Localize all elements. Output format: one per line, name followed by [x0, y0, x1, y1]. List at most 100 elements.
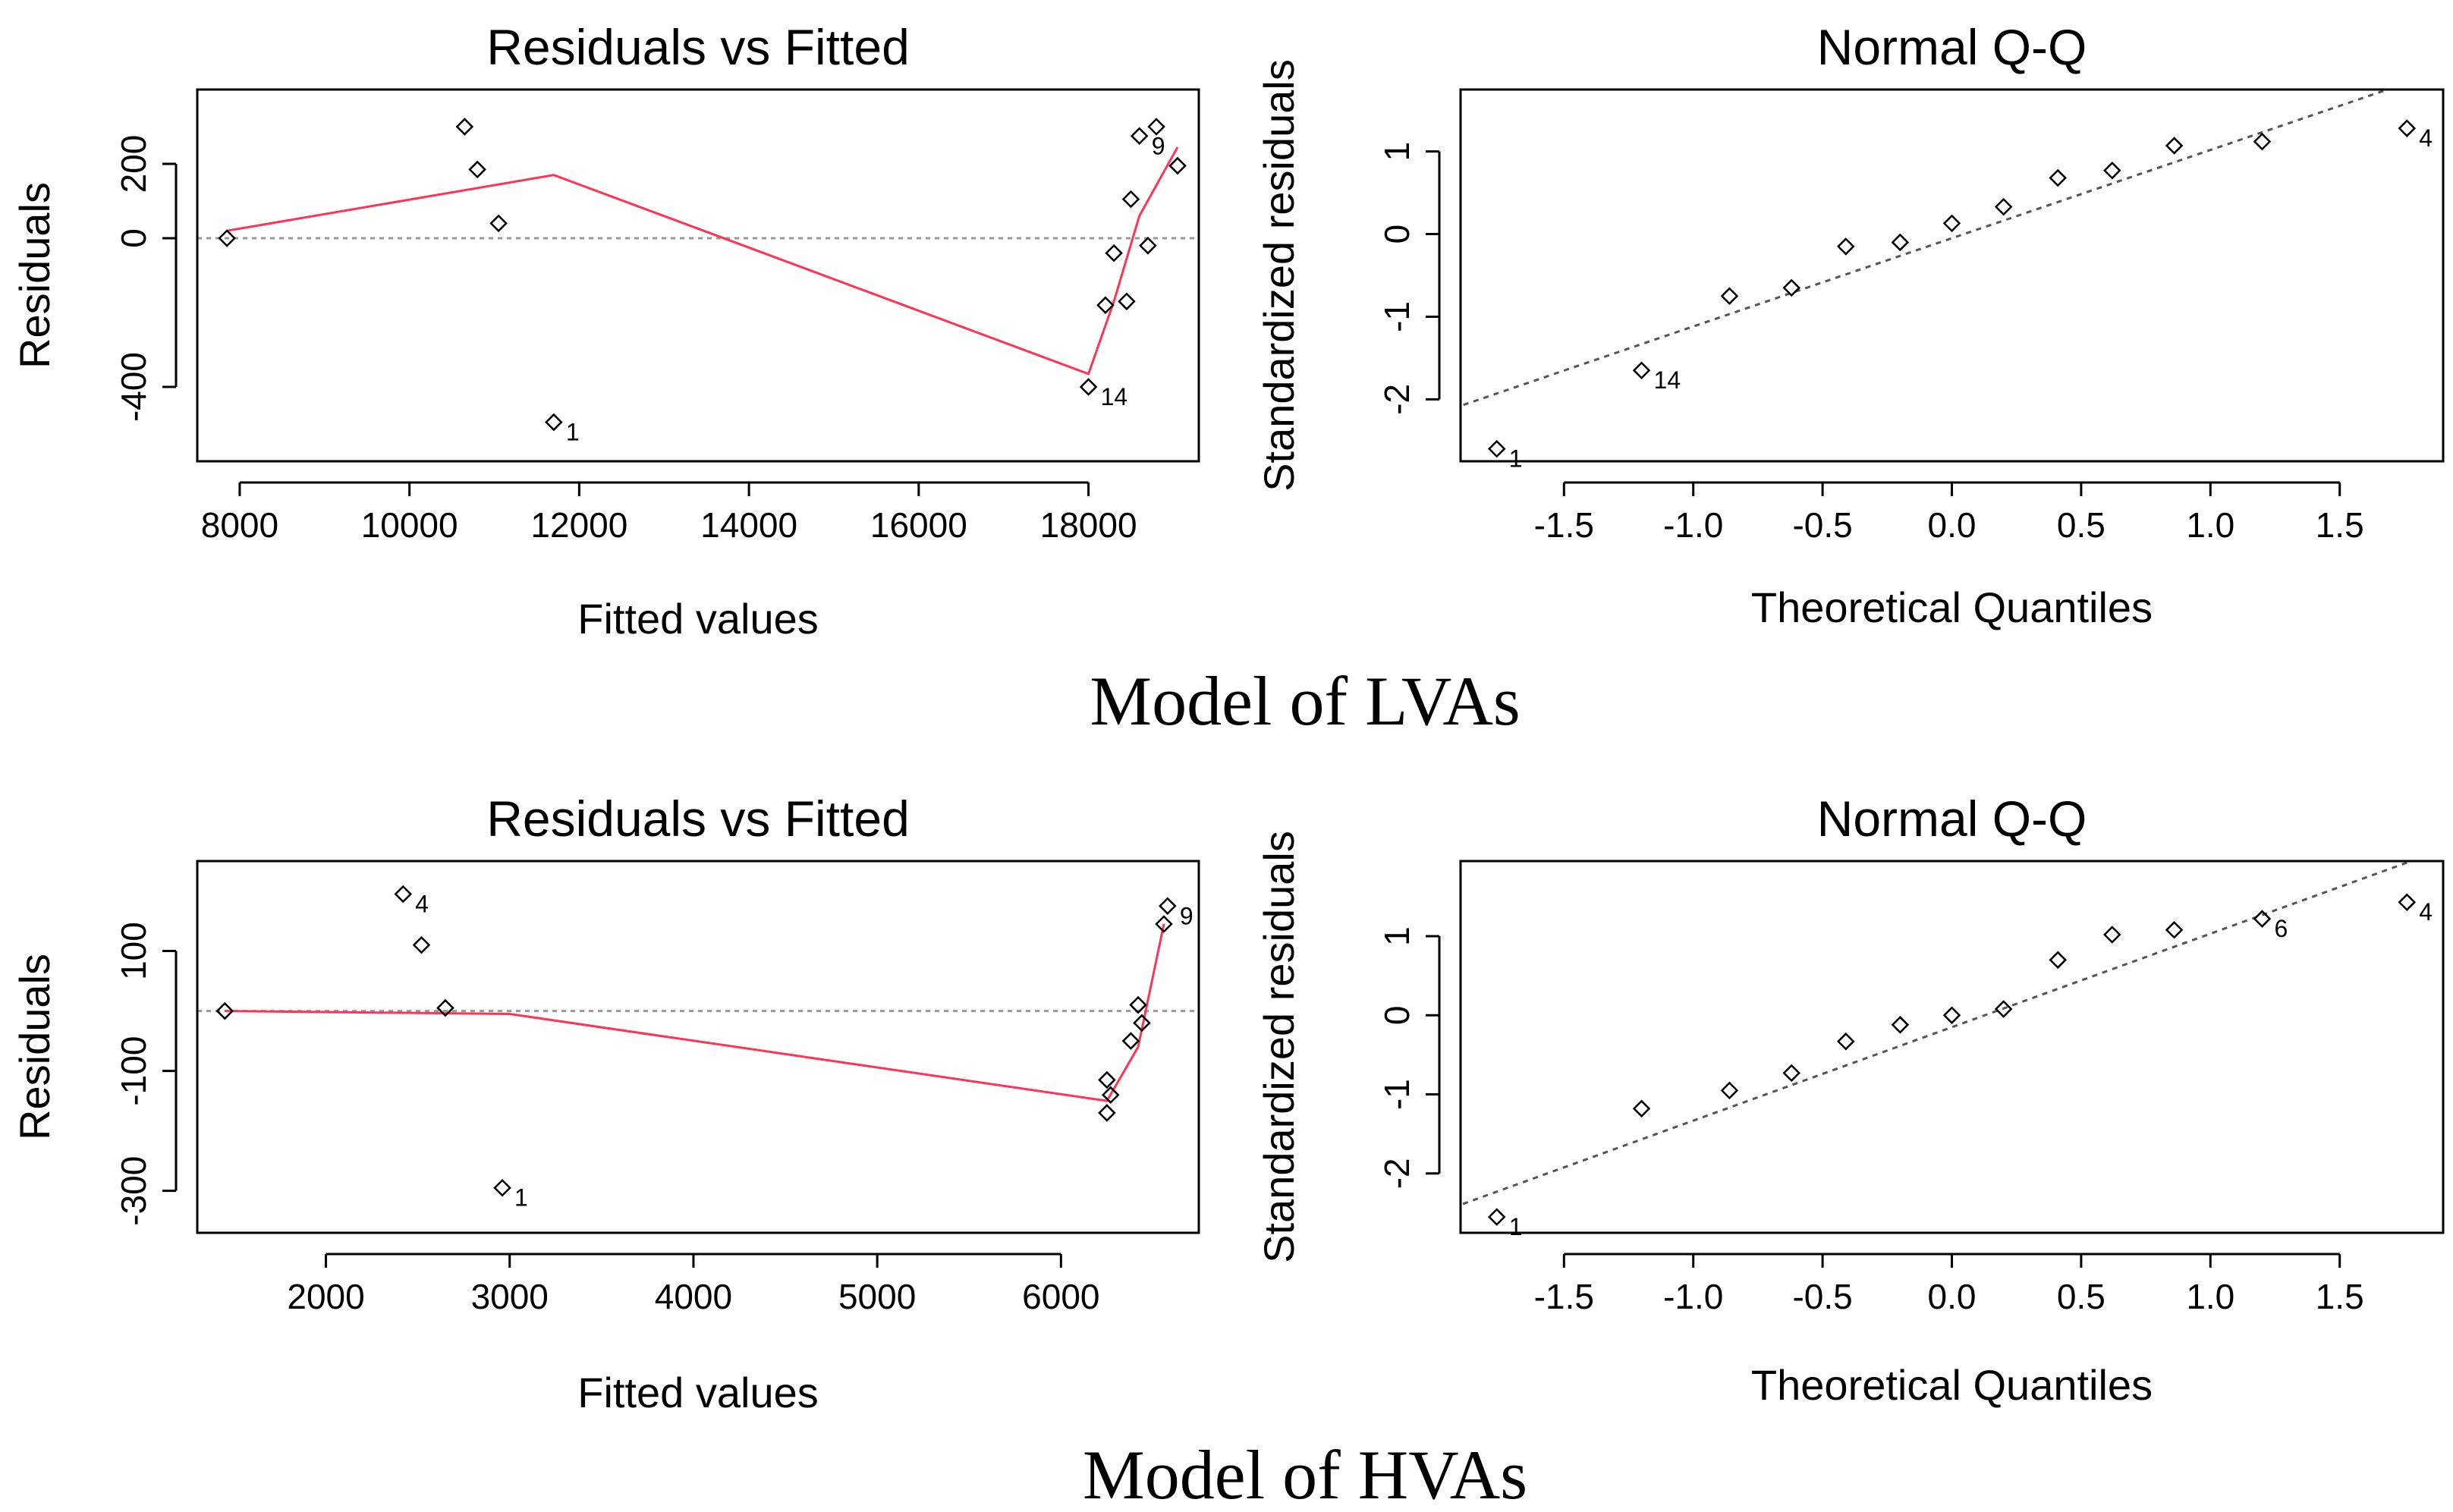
data-point [1139, 237, 1157, 255]
x-tick-label: 14000 [700, 505, 797, 545]
data-point [1720, 1081, 1739, 1100]
x-tick-label: 6000 [1022, 1277, 1099, 1316]
y-axis-label: Residuals [11, 182, 58, 369]
point-label: 14 [1654, 366, 1681, 394]
data-point [1994, 1000, 2013, 1018]
plot-frame [1459, 88, 2445, 463]
data-point [2253, 910, 2272, 928]
point-label: 1 [514, 1184, 528, 1212]
data-point [2049, 168, 2067, 187]
caption-hva-model: Model of HVAs [1083, 1436, 1527, 1512]
y-tick-label: -300 [114, 1156, 153, 1226]
data-point [468, 160, 486, 179]
x-tick-label: 1.0 [2186, 505, 2234, 545]
data-point [1130, 127, 1149, 146]
x-tick-label: 3000 [471, 1277, 549, 1316]
x-tick-label: 0.0 [1928, 1277, 1977, 1316]
data-point [218, 229, 236, 247]
data-point [1942, 1006, 1961, 1025]
data-point [2165, 137, 2184, 155]
qq-reference-line [1461, 90, 2392, 407]
data-point [2049, 951, 2067, 970]
y-tick-label: 1 [1377, 142, 1417, 162]
x-tick-label: 0.0 [1928, 505, 1977, 545]
plot-panel-1: Residuals vs Fitted 1 14 9 8000 10000 12000 140… [11, 19, 1200, 643]
x-tick-label: -1.0 [1663, 505, 1723, 545]
point-label: 1 [566, 419, 580, 446]
x-tick-label: 0.5 [2057, 505, 2105, 545]
x-tick-label: 8000 [201, 505, 278, 545]
point-label: 4 [415, 890, 429, 917]
data-point [2398, 893, 2417, 911]
data-point [1720, 287, 1739, 305]
point-label: 14 [1101, 383, 1128, 410]
point-label: 6 [2274, 915, 2288, 942]
x-tick-label: 10000 [361, 505, 458, 545]
data-point [1079, 378, 1098, 396]
y-tick-label: -1 [1377, 301, 1417, 332]
data-point [1155, 915, 1173, 933]
y-axis-label: Standardized residuals [1255, 59, 1303, 492]
data-point [1891, 233, 1910, 252]
data-point [1837, 237, 1855, 256]
plot-frame [1459, 860, 2445, 1234]
y-tick-label: -1 [1377, 1079, 1417, 1110]
data-point [2165, 920, 2184, 939]
data-point [1129, 995, 1147, 1014]
y-tick-label: 1 [1377, 926, 1417, 946]
plot-title: Normal Q-Q [1817, 791, 2087, 847]
data-point [1942, 214, 1961, 233]
data-point [2103, 161, 2121, 180]
data-point [436, 998, 454, 1017]
data-point [215, 1001, 234, 1020]
x-tick-label: 16000 [870, 505, 967, 545]
x-tick-label: 5000 [838, 1277, 916, 1316]
data-point [1632, 361, 1651, 379]
x-axis-label: Theoretical Quantiles [1751, 1361, 2153, 1409]
data-point [493, 1178, 511, 1197]
x-tick-label: -0.5 [1792, 1277, 1852, 1316]
data-point [1632, 1099, 1651, 1118]
x-tick-label: 1.5 [2316, 1277, 2364, 1316]
x-axis-label: Theoretical Quantiles [1751, 583, 2153, 631]
y-tick-label: 0 [1377, 1006, 1417, 1026]
point-label: 4 [2419, 898, 2433, 926]
point-label: 9 [1152, 132, 1165, 159]
caption-lva-model: Model of LVAs [1090, 662, 1520, 740]
data-point [2103, 926, 2121, 944]
lowess-smooth-line [226, 146, 1179, 376]
plot-panel-2: Normal Q-Q 1 14 4 -1.5 -1.0 -0.5 0.0 0.5 1.0 1.5 -2… [1255, 19, 2445, 631]
y-tick-label: 100 [114, 922, 153, 980]
data-point [1096, 296, 1115, 314]
data-point [1487, 439, 1506, 458]
y-tick-label: -400 [114, 352, 153, 422]
data-point [2398, 119, 2417, 137]
y-tick-label: -2 [1377, 1158, 1417, 1189]
x-tick-label: 12000 [530, 505, 627, 545]
x-tick-label: -1.5 [1534, 505, 1594, 545]
point-label: 9 [1180, 902, 1193, 929]
x-tick-label: -0.5 [1792, 505, 1852, 545]
data-point [1891, 1016, 1910, 1034]
data-point [2253, 132, 2272, 151]
y-axis-label: Residuals [11, 954, 58, 1140]
x-axis-label: Fitted values [577, 595, 819, 643]
data-point [1121, 1032, 1140, 1050]
plot-frame [196, 88, 1200, 463]
data-point [1101, 1086, 1120, 1104]
x-tick-label: 1.0 [2186, 1277, 2234, 1316]
data-point [545, 413, 563, 432]
data-point [1837, 1032, 1855, 1051]
plot-title: Residuals vs Fitted [486, 791, 910, 847]
y-axis-label: Standardized residuals [1255, 831, 1303, 1263]
data-point [1994, 197, 2013, 216]
data-point [1487, 1208, 1506, 1226]
data-point [1782, 1064, 1800, 1083]
data-point [1121, 190, 1140, 209]
x-tick-label: 4000 [655, 1277, 732, 1316]
plot-title: Normal Q-Q [1817, 19, 2087, 75]
point-label: 4 [2419, 124, 2433, 152]
data-point [1782, 278, 1800, 297]
y-tick-label: 200 [114, 135, 153, 193]
